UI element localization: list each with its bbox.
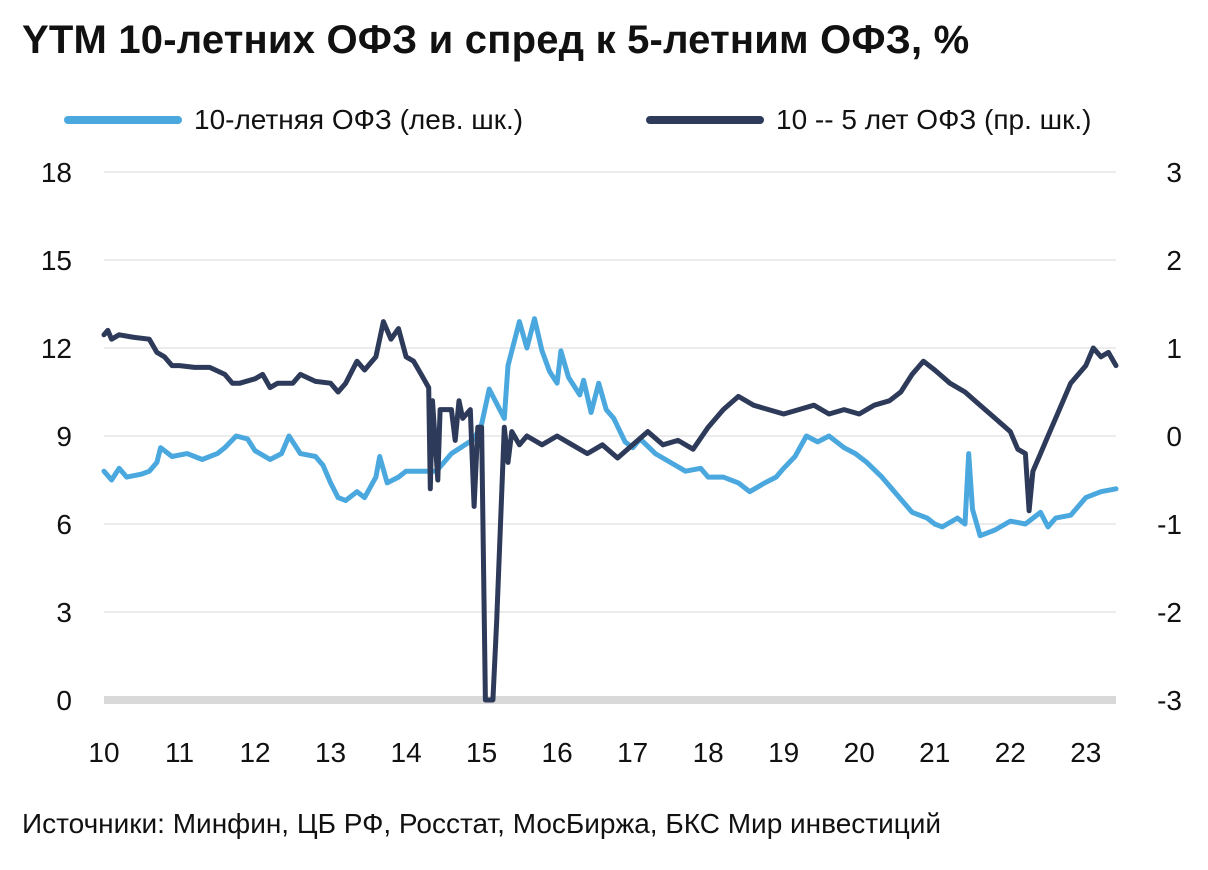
legend-swatch-10y <box>64 116 182 124</box>
x-tick-label: 15 <box>466 737 497 768</box>
legend-swatch-spread <box>646 116 764 124</box>
series-line-10y-yield <box>101 316 1119 539</box>
y-left-tick-label: 0 <box>56 685 72 716</box>
x-tick-label: 18 <box>693 737 724 768</box>
x-tick-label: 17 <box>617 737 648 768</box>
x-tick-label: 14 <box>391 737 422 768</box>
x-tick-label: 10 <box>88 737 119 768</box>
y-right-tick-label: 1 <box>1166 333 1182 364</box>
y-left-tick-label: 15 <box>41 245 72 276</box>
chart-legend: 10-летняя ОФЗ (лев. шк.) 10 -- 5 лет ОФЗ… <box>0 104 1208 144</box>
y-right-tick-label: 3 <box>1166 157 1182 188</box>
legend-label-spread: 10 -- 5 лет ОФЗ (пр. шк.) <box>776 104 1092 135</box>
x-tick-label: 21 <box>919 737 950 768</box>
source-note: Источники: Минфин, ЦБ РФ, Росстат, МосБи… <box>22 808 942 839</box>
y-right-tick-label: 2 <box>1166 245 1182 276</box>
x-tick-label: 23 <box>1070 737 1101 768</box>
y-left-tick-label: 9 <box>56 421 72 452</box>
y-right-tick-label: 0 <box>1166 421 1182 452</box>
x-tick-label: 11 <box>165 737 194 768</box>
x-tick-label: 16 <box>542 737 573 768</box>
x-tick-label: 13 <box>315 737 346 768</box>
y-right-tick-label: -3 <box>1157 685 1182 716</box>
legend-item-spread: 10 -- 5 лет ОФЗ (пр. шк.) <box>646 104 1091 136</box>
chart-title: YTM 10-летних ОФЗ и спред к 5-летним ОФЗ… <box>22 18 970 62</box>
y-left-tick-label: 6 <box>56 509 72 540</box>
legend-label-10y: 10-летняя ОФЗ (лев. шк.) <box>194 104 524 135</box>
x-tick-label: 22 <box>995 737 1026 768</box>
y-left-tick-label: 18 <box>41 157 72 188</box>
x-tick-label: 12 <box>239 737 270 768</box>
x-tick-label: 19 <box>768 737 799 768</box>
y-right-tick-label: -1 <box>1157 509 1182 540</box>
legend-item-10y: 10-летняя ОФЗ (лев. шк.) <box>64 104 523 136</box>
y-left-tick-label: 3 <box>56 597 72 628</box>
series-line-10y-5y-spread <box>101 319 1119 703</box>
y-right-tick-label: -2 <box>1157 597 1182 628</box>
x-tick-label: 20 <box>844 737 875 768</box>
y-left-tick-label: 12 <box>41 333 72 364</box>
